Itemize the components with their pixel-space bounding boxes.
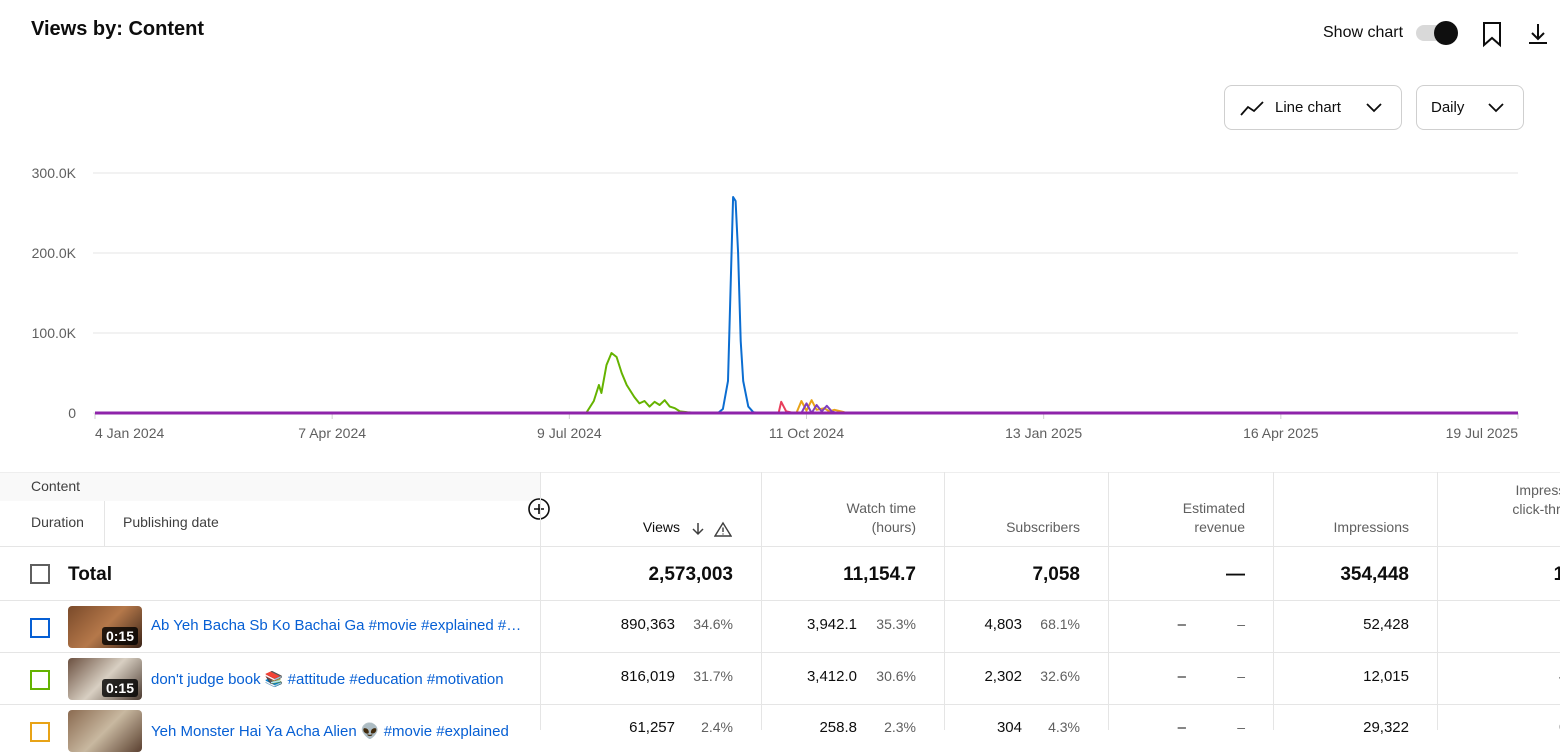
row-subs-pct: 68.1% — [1040, 616, 1080, 632]
row-subscribers: 4,803 — [984, 616, 1022, 633]
row-revenue-pct: – — [1237, 719, 1245, 735]
row-impressions: 12,015 — [1363, 668, 1409, 685]
watch-time-line2: (hours) — [871, 519, 916, 535]
row-checkbox[interactable] — [30, 618, 50, 638]
chevron-down-icon — [1488, 103, 1504, 113]
row-watch-pct: 2.3% — [884, 719, 916, 735]
x-tick-label: 16 Apr 2025 — [1243, 425, 1319, 441]
x-tick-label: 19 Jul 2025 — [1446, 425, 1519, 441]
row-watch-time: 3,942.1 — [806, 616, 857, 633]
series-line-2[interactable] — [777, 400, 795, 414]
row-subscribers: 304 — [996, 719, 1022, 736]
row-revenue: – — [1177, 668, 1186, 685]
content-header-bg — [0, 472, 540, 501]
row-watch-pct: 30.6% — [876, 668, 916, 684]
video-title-link[interactable]: Yeh Monster Hai Ya Acha Alien 👽 #movie #… — [151, 723, 509, 740]
watch-time-line1: Watch time — [846, 500, 917, 516]
toggle-knob — [1434, 21, 1458, 45]
page-title: Views by: Content — [31, 18, 204, 40]
row-ctr: 1.2 — [1450, 616, 1560, 633]
series-line-4[interactable] — [800, 402, 838, 414]
total-impressions: 354,448 — [1340, 564, 1409, 585]
row-subs-pct: 4.3% — [1048, 719, 1080, 735]
video-title-link[interactable]: don't judge book 📚 #attitude #education … — [151, 671, 504, 688]
views-column-header[interactable]: Views — [642, 519, 680, 535]
video-thumbnail[interactable] — [68, 710, 142, 752]
row-revenue: – — [1177, 616, 1186, 633]
row-checkbox[interactable] — [30, 670, 50, 690]
row-views: 890,363 — [620, 616, 675, 633]
ctr-line3: ra — [1474, 519, 1560, 538]
x-tick-label: 11 Oct 2024 — [769, 425, 844, 441]
total-ctr: 1.7 — [1553, 564, 1560, 585]
duration-header[interactable]: Duration — [31, 514, 84, 530]
x-tick-label: 9 Jul 2024 — [537, 425, 602, 441]
row-watch-pct: 35.3% — [876, 616, 916, 632]
ctr-line1: Impression — [1515, 482, 1560, 498]
video-thumbnail[interactable]: 0:15 — [68, 606, 142, 648]
total-revenue: — — [1226, 564, 1245, 585]
row-views-pct: 31.7% — [693, 668, 733, 684]
revenue-line1: Estimated — [1182, 500, 1245, 516]
subscribers-column-header[interactable]: Subscribers — [1006, 519, 1080, 535]
row-subs-pct: 32.6% — [1040, 668, 1080, 684]
total-checkbox[interactable] — [30, 564, 50, 584]
total-label: Total — [68, 564, 112, 585]
publishing-date-header[interactable]: Publishing date — [123, 514, 219, 530]
warning-icon[interactable] — [714, 521, 732, 537]
arrow-down-icon[interactable] — [690, 521, 706, 537]
ctr-line2: click-throug — [1512, 501, 1560, 517]
row-views: 816,019 — [620, 668, 675, 685]
total-subscribers: 7,058 — [1032, 564, 1080, 585]
duration-badge: 0:15 — [101, 679, 138, 697]
y-tick-label: 100.0K — [32, 325, 77, 341]
video-thumbnail[interactable]: 0:15 — [68, 658, 142, 700]
ctr-column-header[interactable]: Impression click-throug ra — [1450, 481, 1560, 538]
row-checkbox[interactable] — [30, 722, 50, 742]
content-header: Content — [31, 478, 81, 494]
row-ctr: 4.7 — [1450, 668, 1560, 685]
x-tick-label: 13 Jan 2025 — [1005, 425, 1082, 441]
y-tick-label: 300.0K — [32, 165, 77, 181]
row-watch-time: 3,412.0 — [806, 668, 857, 685]
duration-badge: 0:15 — [101, 627, 138, 645]
chevron-down-icon — [1366, 103, 1382, 113]
y-tick-label: 0 — [68, 405, 76, 421]
x-tick-label: 7 Apr 2024 — [298, 425, 366, 441]
row-views-pct: 2.4% — [701, 719, 733, 735]
impressions-column-header[interactable]: Impressions — [1333, 519, 1409, 535]
row-views: 61,257 — [629, 719, 675, 736]
revenue-line2: revenue — [1194, 519, 1245, 535]
total-watch-time: 11,154.7 — [843, 564, 916, 585]
series-line-0[interactable] — [585, 352, 701, 414]
row-impressions: 29,322 — [1363, 719, 1409, 736]
watch-time-column-header[interactable]: Watch time (hours) — [770, 499, 917, 537]
interval-dropdown[interactable]: Daily — [1416, 85, 1524, 130]
chart-type-dropdown[interactable]: Line chart — [1224, 85, 1402, 130]
total-views: 2,573,003 — [648, 564, 733, 585]
interval-label: Daily — [1431, 99, 1465, 116]
row-revenue-pct: – — [1237, 668, 1245, 684]
row-watch-time: 258.8 — [819, 719, 857, 736]
bookmark-icon[interactable] — [1478, 20, 1506, 48]
x-tick-label: 4 Jan 2024 — [95, 425, 164, 441]
line-chart-icon — [1240, 101, 1264, 116]
video-title-link[interactable]: Ab Yeh Bacha Sb Ko Bachai Ga #movie #exp… — [151, 617, 527, 634]
row-subscribers: 2,302 — [984, 668, 1022, 685]
series-line-3[interactable] — [795, 399, 845, 414]
series-line-1[interactable] — [717, 196, 762, 414]
y-tick-label: 200.0K — [32, 245, 77, 261]
show-chart-label: Show chart — [1323, 24, 1404, 41]
row-ctr: 0.1 — [1450, 719, 1560, 736]
show-chart-toggle[interactable] — [1416, 21, 1458, 45]
chart-type-label: Line chart — [1275, 99, 1341, 116]
views-line-chart[interactable]: 300.0K 200.0K 100.0K 0 4 Jan 2024 7 Apr 2024 9… — [0, 150, 1560, 450]
row-views-pct: 34.6% — [693, 616, 733, 632]
row-revenue: – — [1177, 719, 1186, 736]
plus-circle-icon[interactable] — [528, 498, 550, 520]
revenue-column-header[interactable]: Estimated revenue — [1115, 499, 1245, 537]
row-impressions: 52,428 — [1363, 616, 1409, 633]
row-revenue-pct: – — [1237, 616, 1245, 632]
download-icon[interactable] — [1524, 20, 1552, 48]
